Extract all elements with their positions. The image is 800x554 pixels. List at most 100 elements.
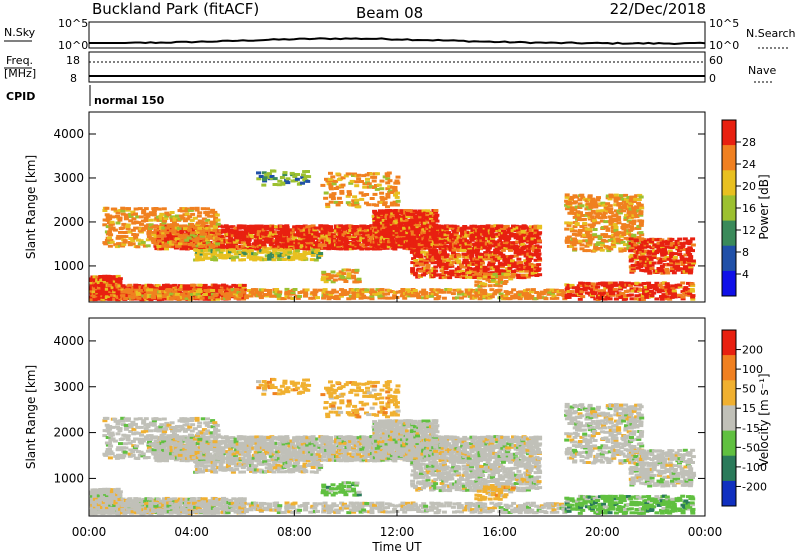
power-cell <box>482 244 488 248</box>
power-cell <box>408 247 414 251</box>
power-cell <box>213 258 219 262</box>
power-cell <box>215 284 221 288</box>
power-cell <box>141 284 147 288</box>
power-cell <box>685 269 691 273</box>
power-cell <box>205 256 211 260</box>
power-cell <box>284 238 290 242</box>
power-cell <box>682 237 688 241</box>
power-cell <box>133 286 139 290</box>
power-cell <box>561 290 567 294</box>
power-cell <box>479 252 485 256</box>
power-cell <box>451 253 457 257</box>
power-cell <box>164 225 170 228</box>
power-cell <box>343 242 349 246</box>
power-cell <box>324 229 329 233</box>
power-cell <box>379 288 385 291</box>
power-cell <box>141 209 147 212</box>
power-cell <box>410 211 416 215</box>
power-cell <box>425 252 431 256</box>
power-cell <box>166 213 172 217</box>
power-cell <box>503 261 509 265</box>
power-cell <box>475 233 480 237</box>
power-cell <box>497 284 503 288</box>
power-cell <box>578 288 584 291</box>
power-cell <box>331 288 337 292</box>
power-cell <box>148 237 154 240</box>
power-cell <box>393 193 398 197</box>
power-cell <box>680 297 686 301</box>
power-cell <box>302 250 308 254</box>
power-cell <box>239 288 245 292</box>
power-colorbar-tick-label-4: 20 <box>742 180 756 193</box>
power-cell <box>210 286 216 290</box>
power-cell <box>244 294 250 298</box>
power-cell <box>452 226 457 230</box>
power-cell <box>248 249 254 253</box>
power-cell <box>238 251 244 254</box>
power-cell <box>659 243 665 247</box>
power-cell <box>687 293 693 297</box>
power-cell <box>354 242 360 246</box>
power-cell <box>484 267 490 271</box>
power-cell <box>321 276 326 280</box>
power-cell <box>143 207 149 211</box>
power-cell <box>430 258 436 262</box>
power-cell <box>596 196 601 200</box>
power-cell <box>674 239 680 243</box>
power-cell <box>590 223 596 227</box>
power-cell <box>97 297 103 301</box>
power-cell <box>104 206 110 210</box>
power-cell <box>150 239 156 243</box>
power-cell <box>579 225 585 228</box>
power-cell <box>639 206 645 210</box>
power-cell <box>190 231 196 235</box>
power-cell <box>616 221 622 225</box>
power-cell <box>628 241 634 245</box>
power-cell <box>343 230 349 234</box>
power-cell <box>499 265 505 269</box>
power-cell <box>597 234 603 238</box>
power-cell <box>436 224 441 228</box>
power-cell <box>374 172 380 176</box>
power-cell <box>280 181 286 185</box>
power-cell <box>184 212 190 216</box>
power-cell <box>638 251 644 255</box>
power-cell <box>502 258 508 262</box>
power-cell <box>518 295 523 299</box>
power-cell <box>536 257 542 261</box>
power-cell <box>479 258 485 262</box>
power-cell <box>666 289 672 293</box>
power-cell <box>495 258 500 262</box>
power-cell <box>482 292 488 295</box>
power-colorbar-swatch-6 <box>722 270 736 297</box>
power-cell <box>220 247 226 251</box>
power-cell <box>279 176 285 179</box>
power-cell <box>354 184 360 188</box>
power-cell <box>533 226 539 230</box>
power-colorbar-swatch-3 <box>722 195 736 221</box>
power-cell <box>526 292 531 295</box>
power-cell <box>474 294 480 298</box>
power-cell <box>189 223 195 226</box>
power-cell <box>361 224 367 228</box>
power-cell <box>315 245 321 249</box>
power-cell <box>601 214 607 217</box>
power-cell <box>354 201 359 205</box>
power-cell <box>328 200 334 204</box>
power-cell <box>654 284 660 288</box>
power-cell <box>425 265 431 269</box>
power-cell <box>405 231 411 235</box>
power-cell <box>269 176 275 180</box>
power-cell <box>133 283 139 287</box>
power-cell <box>163 217 169 220</box>
power-cell <box>199 225 205 228</box>
power-cell <box>303 292 309 296</box>
power-cell <box>391 224 397 228</box>
power-cell <box>514 261 519 265</box>
power-cell <box>611 245 617 249</box>
power-cell <box>112 228 118 232</box>
power-cell <box>647 286 652 290</box>
power-cell <box>200 227 206 231</box>
power-cell <box>629 287 635 291</box>
power-cell <box>528 254 534 258</box>
